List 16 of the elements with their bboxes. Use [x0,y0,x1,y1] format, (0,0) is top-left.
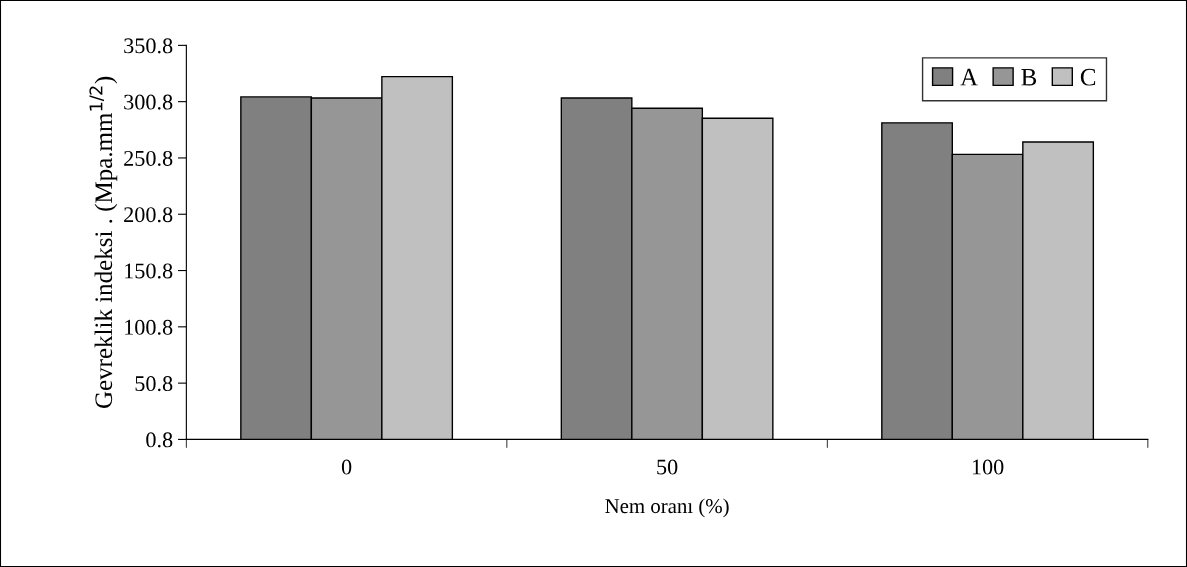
legend-label: A [960,68,978,86]
x-tick-label: 0 [341,459,352,475]
y-axis-title: Gevreklik indeksi . (Mpa.mm$^{1/2}$) [89,76,118,408]
y-tick-label: 50.8 [135,376,173,392]
y-tick-label: 0.8 [146,432,173,448]
x-tick-label: 100 [972,459,1004,475]
y-tick-label: 150.8 [125,263,173,279]
y-tick-label: 350.8 [124,38,173,54]
y-tick-label: 250.8 [124,150,173,166]
y-tick-label: 200.8 [124,207,173,223]
y-tick-label: 100.8 [125,319,173,335]
x-tick-label: 50 [657,459,678,475]
y-tick-label: 300.8 [124,94,173,110]
legend-label: B [1021,68,1037,86]
legend-label: C [1080,68,1096,86]
x-axis-title: Nem oranı (%) [605,498,729,518]
